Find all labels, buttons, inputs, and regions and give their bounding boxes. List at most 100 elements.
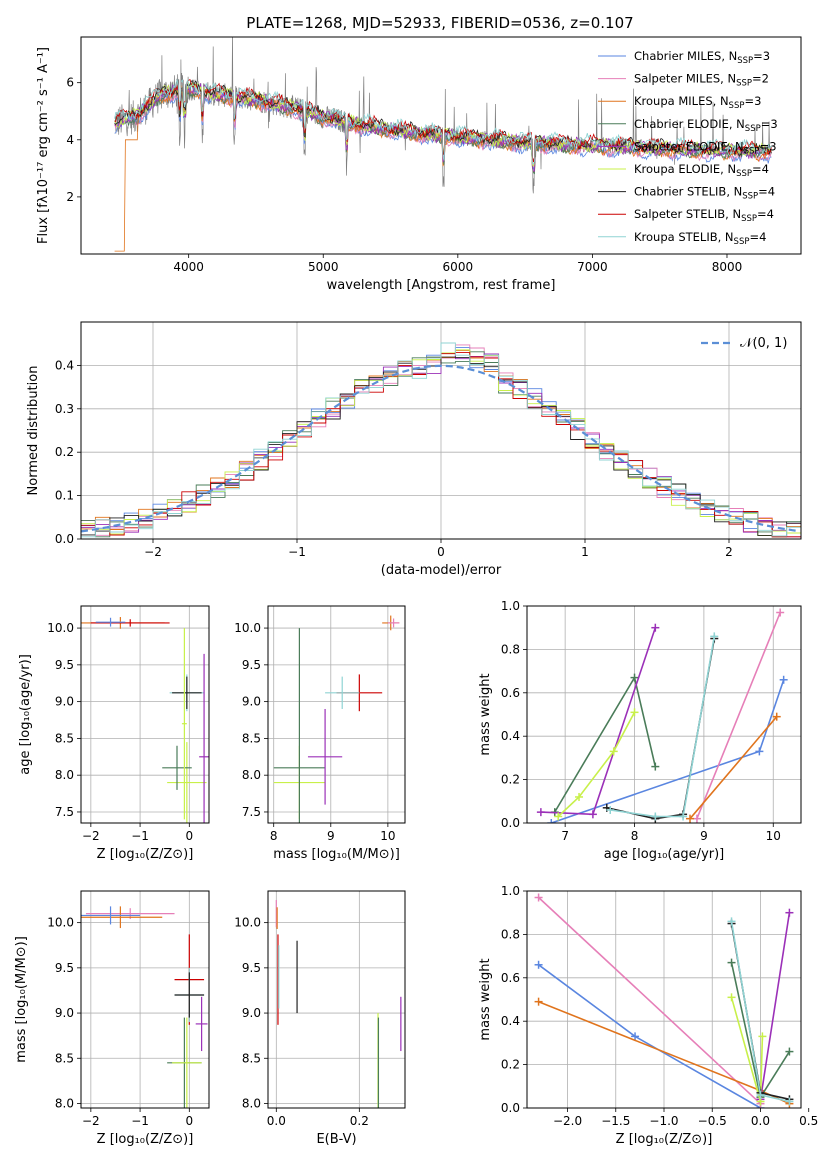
spectrum-panel-ytick-label: 2	[66, 190, 74, 204]
spectrum-legend: Chabrier MILES, NSSP=3 Salpeter MILES, NS…	[598, 49, 778, 247]
residual-panel-xlabel: (data-model)/error	[381, 563, 502, 578]
mass-weight-line	[759, 912, 791, 1100]
age-vs-metallicity-panel-ylabel: age [log₁₀(age/yr)]	[18, 654, 33, 775]
gaussian-reference-curve	[81, 364, 799, 533]
weight-vs-metallicity-panel-ytick-label: 0.8	[501, 927, 520, 941]
age-vs-mass-panel-ytick-label: 8.0	[242, 768, 261, 782]
mass-vs-metallicity-panel-xtick-label: −2	[82, 1114, 100, 1128]
age-vs-mass-panel-ytick-label: 9.0	[242, 695, 261, 709]
age-vs-metallicity-panel-ytick-label: 10.0	[47, 621, 74, 635]
legend-label: Chabrier ELODIE, NSSP=3	[634, 117, 778, 134]
weight-vs-age-panel-xtick-label: 8	[631, 829, 639, 843]
age-vs-mass-panel-xlabel: mass [log₁₀(M/M⊙)]	[273, 847, 400, 862]
legend-label: Kroupa ELODIE, NSSP=4	[634, 162, 769, 179]
weight-vs-metallicity-panel-xtick-label: −1.0	[649, 1114, 678, 1128]
spectrum-panel-ylabel: Flux [fλ10⁻¹⁷ erg cm⁻² s⁻¹ A⁻¹]	[36, 47, 51, 244]
spectrum-panel-frame	[80, 36, 802, 255]
age-vs-metallicity-panel-ytick-label: 9.5	[55, 658, 74, 672]
legend-label: Kroupa STELIB, NSSP=4	[634, 230, 766, 247]
residual-panel-ytick-label: 0.3	[55, 402, 74, 416]
spectrum-panel-xlabel: wavelength [Angstrom, rest frame]	[327, 278, 556, 293]
age-vs-metallicity-panel-ytick-label: 8.5	[55, 731, 74, 745]
legend-label: Chabrier MILES, NSSP=3	[634, 49, 770, 66]
age-vs-metallicity-panel-xtick-label: −1	[131, 829, 149, 843]
residual-histogram-step	[81, 356, 801, 536]
residual-legend: 𝒩(0, 1)	[701, 336, 787, 351]
weight-vs-age-panel-ytick-label: 1.0	[501, 599, 520, 613]
mass-vs-metallicity-panel-xtick-label: 0	[185, 1114, 193, 1128]
mass-weight-line	[689, 716, 778, 820]
legend-label: 𝒩(0, 1)	[740, 336, 787, 351]
mass-vs-metallicity-panel: −2 −1 0 8.0 8.5 9.0 9.5 10.0 Z [log₁₀(Z/Z⊙)] mass…	[14, 890, 210, 1147]
mass-weight-line	[557, 711, 636, 818]
age-vs-mass-panel-ytick-label: 8.5	[242, 731, 261, 745]
mass-weight-line	[610, 636, 716, 818]
residual-panel: −2 −1 0 1 2 0.0 0.1 0.2 0.3 0.4 (data-model)/error…	[26, 321, 802, 578]
model-spectrum-line	[114, 83, 772, 172]
weight-vs-metallicity-panel-ytick-label: 0.6	[501, 971, 520, 985]
mass-vs-metallicity-panel-frame	[80, 890, 210, 1109]
age-vs-mass-panel-xtick-label: 10	[380, 829, 395, 843]
residual-panel-frame	[80, 321, 802, 540]
residual-panel-ylabel: Normed distribution	[26, 366, 41, 496]
mass-vs-extinction-panel-xlabel: E(B-V)	[316, 1132, 356, 1147]
mass-vs-extinction-panel-frame	[267, 890, 406, 1109]
weight-vs-age-panel-xlabel: age [log₁₀(age/yr)]	[604, 847, 725, 862]
legend-label: Kroupa MILES, NSSP=3	[634, 94, 761, 111]
weight-vs-age-panel-ytick-label: 0.4	[501, 729, 520, 743]
residual-panel-xtick-label: 2	[725, 545, 733, 559]
weight-vs-age-panel-frame	[526, 605, 802, 824]
age-vs-metallicity-panel: −2 −1 0 7.5 8.0 8.5 9.0 9.5 10.0 Z [log₁₀(Z/Z⊙)] a…	[18, 605, 210, 862]
weight-vs-metallicity-panel-xtick-label: −1.5	[601, 1114, 630, 1128]
weight-vs-age-panel-ytick-label: 0.2	[501, 773, 520, 787]
mass-vs-extinction-panel-plot-area	[268, 891, 405, 1108]
age-vs-mass-panel-plot-area	[268, 606, 405, 823]
residual-histogram-step	[81, 342, 801, 538]
mass-vs-metallicity-panel-plot-area	[81, 891, 209, 1108]
residual-panel-ytick-label: 0.2	[55, 445, 74, 459]
legend-label: Salpeter MILES, NSSP=2	[634, 72, 769, 89]
model-spectrum-line	[114, 78, 772, 165]
weight-vs-metallicity-panel-xlabel: Z [log₁₀(Z/Z⊙)]	[616, 1132, 713, 1147]
spectrum-panel: 4000 5000 6000 7000 8000 2 4 6 wavelength [Angst…	[36, 36, 802, 293]
age-vs-metallicity-panel-frame	[80, 605, 210, 824]
mass-weight-line	[696, 612, 781, 819]
weight-vs-metallicity-panel-ytick-label: 0.4	[501, 1014, 520, 1028]
mass-vs-extinction-panel-ytick-label: 10.0	[234, 916, 261, 930]
weight-vs-age-panel-xtick-label: 7	[561, 829, 569, 843]
age-vs-mass-panel-xtick-label: 9	[327, 829, 335, 843]
weight-vs-metallicity-panel-ylabel: mass weight	[478, 958, 493, 1040]
mass-vs-extinction-panel-ytick-label: 9.0	[242, 1006, 261, 1020]
mass-vs-metallicity-panel-ytick-label: 8.0	[55, 1096, 74, 1110]
weight-vs-metallicity-panel-ytick-label: 1.0	[501, 884, 520, 898]
age-vs-metallicity-panel-ytick-label: 7.5	[55, 805, 74, 819]
weight-vs-age-panel-plot-area	[527, 606, 801, 823]
spectrum-panel-plot-area	[114, 37, 772, 252]
residual-panel-xtick-label: −2	[144, 545, 162, 559]
age-vs-mass-panel: 8 9 10 7.5 8.0 8.5 9.0 9.5 10.0 mass [log₁₀(M/M⊙)…	[234, 605, 406, 862]
mass-vs-extinction-panel-xtick-label: 0.2	[350, 1114, 369, 1128]
age-vs-metallicity-panel-xlabel: Z [log₁₀(Z/Z⊙)]	[97, 847, 194, 862]
weight-vs-metallicity-panel-ytick-label: 0.2	[501, 1058, 520, 1072]
weight-vs-age-panel-ytick-label: 0.6	[501, 686, 520, 700]
age-vs-mass-panel-xtick-label: 8	[270, 829, 278, 843]
mass-vs-extinction-panel-ytick-label: 9.5	[242, 961, 261, 975]
spectrum-panel-ytick-label: 6	[66, 76, 74, 90]
residual-panel-ytick-label: 0.4	[55, 358, 74, 372]
age-vs-metallicity-panel-xtick-label: 0	[185, 829, 193, 843]
spectrum-panel-xtick-label: 6000	[443, 260, 474, 274]
mass-vs-metallicity-panel-ytick-label: 8.5	[55, 1051, 74, 1065]
weight-vs-metallicity-panel-xtick-label: −2.0	[553, 1114, 582, 1128]
mass-vs-metallicity-panel-ytick-label: 9.0	[55, 1006, 74, 1020]
mass-vs-metallicity-panel-xlabel: Z [log₁₀(Z/Z⊙)]	[97, 1132, 194, 1147]
residual-panel-plot-area	[81, 322, 801, 539]
age-vs-mass-panel-ytick-label: 7.5	[242, 805, 261, 819]
mass-vs-extinction-panel: 0.0 0.2 8.0 8.5 9.0 9.5 10.0 E(B-V)	[234, 890, 406, 1147]
spectrum-panel-xtick-label: 5000	[308, 260, 339, 274]
age-vs-mass-panel-frame	[267, 605, 406, 824]
weight-vs-age-panel-xtick-label: 9	[700, 829, 708, 843]
weight-vs-metallicity-panel-xtick-label: 0.5	[799, 1114, 818, 1128]
weight-vs-age-panel-ytick-label: 0.8	[501, 642, 520, 656]
